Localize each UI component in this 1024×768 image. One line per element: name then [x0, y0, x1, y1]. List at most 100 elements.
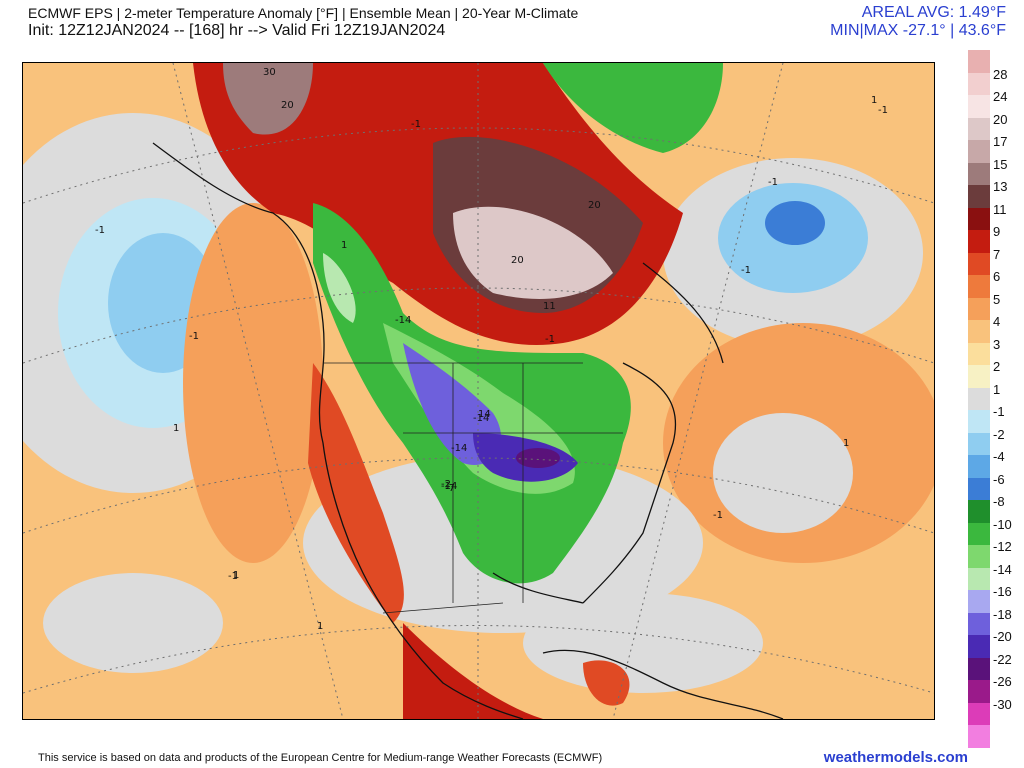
color-scale-label: 7	[993, 246, 1001, 262]
contour-label: -1	[189, 331, 199, 342]
color-scale-label: -26	[993, 674, 1012, 690]
contour-label: -1	[713, 510, 723, 521]
political-borders	[323, 362, 623, 614]
color-scale-swatch	[968, 297, 990, 321]
alaska-warm-core	[223, 63, 313, 135]
color-scale-label: -10	[993, 516, 1012, 532]
color-scale-swatch	[968, 140, 990, 164]
contour-label: -1	[741, 265, 751, 276]
color-scale-swatch	[968, 477, 990, 501]
color-scale-label: 1	[993, 381, 1001, 397]
yucatan-warm-region	[583, 660, 630, 706]
contour-label: 30	[263, 67, 276, 78]
atlantic-cool-core	[765, 201, 825, 245]
color-scale-label: -22	[993, 651, 1012, 667]
contour-label: 1	[843, 438, 849, 449]
hudson-bay-strong-warm-core	[453, 206, 613, 299]
lat-lon-grid	[23, 63, 934, 719]
color-scale-swatch	[968, 455, 990, 479]
color-scale-label: -2	[993, 426, 1005, 442]
contour-label: 1	[173, 423, 179, 434]
coastlines	[152, 142, 784, 719]
contour-label: 20	[588, 200, 601, 211]
color-scale-swatch	[968, 612, 990, 636]
color-scale-label: 17	[993, 134, 1008, 150]
east-pacific-neutral-region	[43, 573, 223, 673]
contour-label: 14	[478, 409, 491, 420]
color-scale-label: 3	[993, 336, 1001, 352]
color-scale-swatch	[968, 657, 990, 681]
color-scale-swatch	[968, 680, 990, 704]
contour-label: 1	[317, 621, 323, 632]
contour-label: -1	[768, 177, 778, 188]
color-scale-label: -14	[993, 561, 1012, 577]
contour-label: 1	[341, 240, 347, 251]
map-title: ECMWF EPS | 2-meter Temperature Anomaly …	[28, 5, 579, 21]
color-scale-label: -8	[993, 494, 1005, 510]
caribbean-neutral-region	[523, 593, 763, 693]
color-scale-swatch	[968, 725, 990, 749]
contour-label: -14	[451, 443, 467, 454]
map-svg: 30 20 20 20 -1 -1 -1 -1 -1 -1 -1 -1 -1 1…	[23, 63, 934, 719]
color-scale-swatch	[968, 162, 990, 186]
contour-label: 20	[281, 100, 294, 111]
color-scale-label: 20	[993, 111, 1008, 127]
color-scale-swatch	[968, 522, 990, 546]
greenland-cold-region	[543, 63, 723, 153]
contour-label: 1	[871, 95, 877, 106]
min-max-values: MIN|MAX -27.1° | 43.6°F	[830, 22, 1006, 39]
color-scale-label: 28	[993, 66, 1008, 82]
color-scale-label: -30	[993, 696, 1012, 712]
contour-label: 20	[511, 255, 524, 266]
contour-label: -1	[878, 105, 888, 116]
brand-link[interactable]: weathermodels.com	[823, 749, 968, 766]
color-scale-swatch	[968, 545, 990, 569]
color-scale-label: -6	[993, 471, 1005, 487]
contour-label: -14	[395, 315, 411, 326]
color-scale-swatch	[968, 207, 990, 231]
color-scale-label: 11	[993, 201, 1007, 217]
mexico-warm-region	[403, 623, 543, 719]
color-scale-swatch	[968, 50, 990, 74]
color-scale-label: 13	[993, 179, 1008, 195]
color-scale-label: 2	[993, 359, 1001, 375]
contour-label: -1	[95, 225, 105, 236]
contour-label: -2	[441, 479, 451, 490]
temperature-anomaly-map: 30 20 20 20 -1 -1 -1 -1 -1 -1 -1 -1 -1 1…	[22, 62, 935, 720]
color-scale-swatch	[968, 500, 990, 524]
color-scale-swatch	[968, 342, 990, 366]
color-scale-swatch	[968, 230, 990, 254]
color-scale-swatch	[968, 432, 990, 456]
contour-label: -7	[445, 483, 455, 494]
cold-anomaly-peak	[516, 448, 560, 468]
color-scale-label: -1	[993, 404, 1005, 420]
color-scale-label: -16	[993, 584, 1012, 600]
contour-label: -1	[545, 334, 555, 345]
color-scale-swatch	[968, 410, 990, 434]
contour-label: 1	[233, 570, 239, 581]
color-scale-label: -18	[993, 606, 1012, 622]
color-scale-swatch	[968, 72, 990, 96]
areal-average: AREAL AVG: 1.49°F	[861, 4, 1006, 21]
color-scale-swatch	[968, 387, 990, 411]
color-scale-swatch	[968, 365, 990, 389]
color-scale-swatch	[968, 590, 990, 614]
color-scale-label: 24	[993, 89, 1008, 105]
western-us-warm-region	[308, 363, 404, 623]
color-scale-swatch	[968, 252, 990, 276]
atlantic-neutral-patch	[713, 413, 853, 533]
color-scale-swatch	[968, 320, 990, 344]
color-scale-swatch	[968, 275, 990, 299]
pacific-northwest-cold	[323, 253, 356, 323]
color-scale-label: 6	[993, 269, 1001, 285]
contour-label: -14	[441, 481, 457, 492]
contour-labels: 30 20 20 20 -1 -1 -1 -1 -1 -1 -1 -1 -1 1…	[95, 67, 888, 632]
color-scale-swatch	[968, 635, 990, 659]
color-scale-swatch	[968, 95, 990, 119]
contour-label: -14	[473, 413, 489, 424]
map-subtitle: Init: 12Z12JAN2024 -- [168] hr --> Valid…	[28, 22, 446, 39]
pacific-warm-band	[183, 203, 323, 563]
contour-label: -1	[228, 571, 238, 582]
contour-label: 11	[543, 301, 556, 312]
contour-label: -1	[411, 119, 421, 130]
